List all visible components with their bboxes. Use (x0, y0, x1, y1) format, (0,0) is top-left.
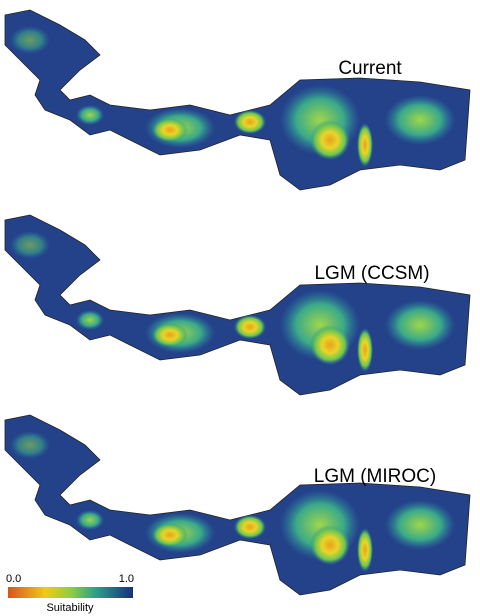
colorbar (8, 587, 133, 598)
map-lgm-ccsm (5, 215, 470, 395)
map-lgm-miroc (5, 415, 470, 595)
map-current (5, 10, 470, 190)
panel-title: LGM (MIROC) (314, 466, 436, 487)
legend-min: 0.0 (6, 573, 21, 585)
legend-max: 1.0 (119, 573, 134, 585)
panel-title: Current (338, 58, 402, 79)
panel-title: LGM (CCSM) (314, 263, 429, 284)
legend-title: Suitability (46, 602, 94, 614)
